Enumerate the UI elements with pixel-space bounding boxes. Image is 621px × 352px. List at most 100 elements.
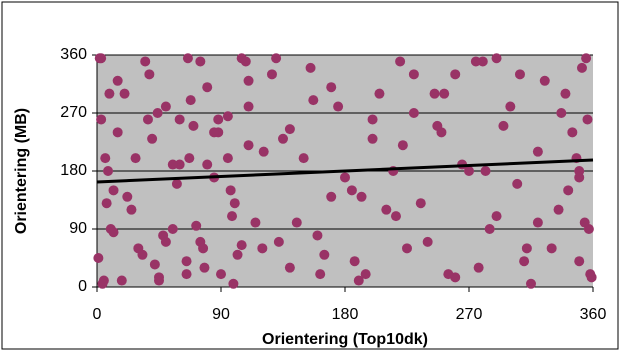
point bbox=[257, 243, 268, 254]
point bbox=[97, 278, 108, 289]
point bbox=[243, 140, 254, 151]
point bbox=[174, 159, 185, 170]
point bbox=[326, 191, 337, 202]
point bbox=[108, 185, 119, 196]
point bbox=[119, 88, 130, 99]
point bbox=[167, 224, 178, 234]
point bbox=[315, 269, 326, 280]
point bbox=[222, 153, 233, 164]
point bbox=[450, 69, 461, 80]
point bbox=[116, 275, 127, 286]
point bbox=[144, 69, 155, 80]
point bbox=[567, 127, 578, 138]
x-tick-label: 270 bbox=[456, 306, 483, 323]
point bbox=[181, 256, 192, 267]
point bbox=[198, 243, 209, 254]
point bbox=[232, 249, 243, 260]
point bbox=[137, 249, 148, 260]
point bbox=[209, 127, 220, 138]
point bbox=[142, 114, 153, 125]
point bbox=[367, 133, 378, 144]
point bbox=[167, 159, 178, 170]
point bbox=[353, 275, 364, 286]
point bbox=[381, 204, 392, 215]
point bbox=[553, 204, 564, 215]
point bbox=[563, 185, 574, 196]
point bbox=[104, 88, 115, 99]
point bbox=[491, 53, 502, 64]
point bbox=[308, 95, 319, 106]
point bbox=[326, 82, 337, 93]
point bbox=[284, 262, 295, 273]
point bbox=[96, 53, 107, 64]
point bbox=[546, 243, 557, 254]
point bbox=[122, 191, 133, 202]
point bbox=[213, 114, 224, 125]
point bbox=[422, 236, 433, 247]
y-axis-title: Orientering (MB) bbox=[13, 108, 30, 234]
point bbox=[222, 111, 233, 122]
point bbox=[195, 56, 206, 67]
point bbox=[521, 243, 532, 254]
point bbox=[526, 278, 536, 289]
point bbox=[319, 249, 330, 260]
point bbox=[477, 56, 488, 67]
trendline bbox=[96, 158, 594, 184]
point bbox=[266, 69, 277, 80]
point bbox=[112, 127, 123, 138]
point bbox=[243, 101, 254, 112]
point bbox=[397, 140, 408, 151]
point bbox=[171, 178, 182, 189]
point bbox=[108, 227, 119, 238]
point bbox=[184, 153, 195, 164]
point bbox=[560, 88, 571, 99]
point bbox=[356, 191, 367, 202]
point bbox=[101, 198, 112, 209]
point bbox=[185, 95, 196, 106]
point bbox=[473, 262, 484, 273]
point bbox=[191, 220, 202, 231]
point bbox=[160, 236, 171, 247]
point bbox=[100, 153, 111, 164]
point bbox=[429, 88, 440, 99]
point bbox=[93, 253, 104, 263]
x-tick-label: 90 bbox=[212, 306, 230, 323]
point bbox=[240, 56, 251, 67]
point bbox=[258, 146, 269, 157]
point bbox=[556, 108, 567, 118]
point bbox=[147, 133, 158, 144]
point bbox=[390, 211, 401, 222]
point bbox=[154, 275, 164, 286]
point bbox=[312, 230, 323, 241]
point bbox=[305, 62, 316, 73]
point bbox=[216, 269, 226, 280]
point bbox=[112, 75, 123, 86]
point bbox=[346, 185, 357, 196]
point bbox=[291, 217, 302, 228]
point bbox=[188, 120, 199, 131]
point bbox=[140, 56, 151, 67]
point bbox=[408, 69, 419, 80]
point bbox=[574, 172, 585, 183]
point bbox=[519, 256, 530, 267]
point bbox=[243, 75, 254, 86]
point bbox=[532, 146, 543, 157]
point bbox=[160, 101, 171, 112]
point bbox=[505, 101, 516, 112]
point bbox=[250, 217, 261, 228]
point bbox=[415, 198, 426, 209]
point bbox=[340, 172, 350, 183]
y-tick-label: 90 bbox=[69, 220, 87, 237]
point bbox=[152, 108, 163, 118]
point bbox=[360, 269, 371, 280]
point bbox=[130, 153, 141, 164]
point bbox=[586, 272, 597, 283]
point bbox=[149, 259, 160, 270]
point bbox=[491, 211, 502, 222]
point bbox=[228, 278, 239, 289]
point bbox=[96, 114, 107, 125]
point bbox=[174, 114, 185, 125]
point bbox=[408, 108, 419, 118]
point bbox=[484, 224, 495, 234]
